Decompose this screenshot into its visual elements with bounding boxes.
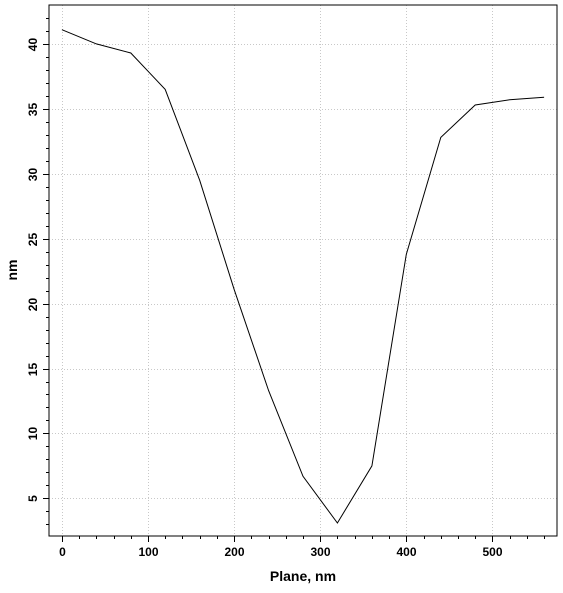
x-tick-label: 0 (59, 545, 66, 559)
y-tick-label: 40 (26, 38, 40, 52)
x-tick-label: 300 (310, 545, 330, 559)
series-layer (61, 29, 545, 524)
y-tick-label: 25 (26, 233, 40, 247)
y-tick-label: 30 (26, 168, 40, 182)
y-tick-label: 35 (26, 103, 40, 117)
x-tick-label: 200 (224, 545, 244, 559)
y-tick-label: 5 (26, 495, 40, 502)
series-line (61, 29, 545, 524)
y-tick-label: 15 (26, 363, 40, 377)
y-axis-title: nm (4, 260, 20, 281)
x-axis-title: Plane, nm (270, 568, 336, 584)
gridlines (49, 5, 557, 536)
plot-frame (48, 4, 558, 537)
x-tick-label: 400 (396, 545, 416, 559)
y-tick-label: 20 (26, 298, 40, 312)
x-tick-label: 500 (482, 545, 502, 559)
y-tick-label: 10 (26, 427, 40, 441)
axis-ticks: 0 100 200 300 400 500 5 10 15 20 25 30 35 40 (26, 18, 545, 559)
x-tick-label: 100 (138, 545, 158, 559)
